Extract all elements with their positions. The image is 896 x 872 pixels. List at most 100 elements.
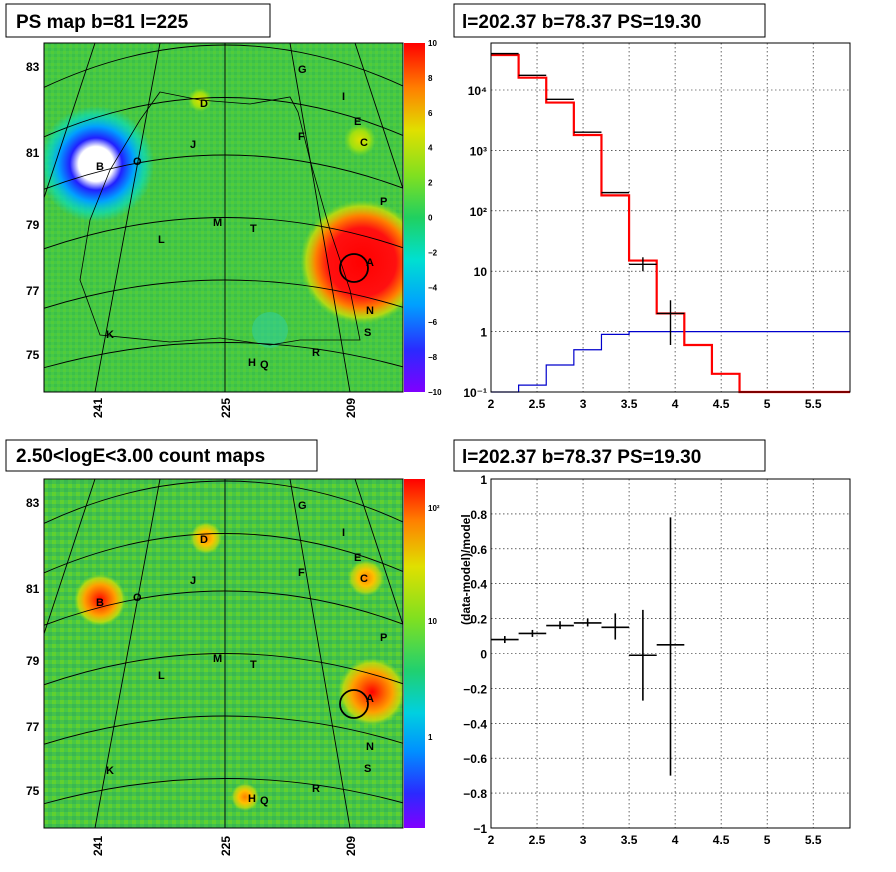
ps-source-label-b: B xyxy=(96,161,104,173)
spectrum-panel: l=202.37 b=78.37 PS=19.30 2 2.5 3 3.5 4 4.5 5 5… xyxy=(453,3,851,411)
ps-map-cool-spot xyxy=(252,312,288,348)
residual-y-tick-label: −0.6 xyxy=(463,752,487,766)
residual-x-tick-label: 5.5 xyxy=(805,833,822,847)
count-map-source-labels: A B C D E F G H I J K L M N O P Q R S T xyxy=(96,500,387,807)
ps-source-label-t: T xyxy=(250,223,257,235)
lat-tick-77: 77 xyxy=(26,284,40,298)
ps-map-title: PS map b=81 l=225 xyxy=(16,12,189,33)
count-source-label-e: E xyxy=(354,552,361,564)
spectrum-y-tick-label: 10³ xyxy=(470,144,487,158)
residual-y-axis-label: (data-model)/model xyxy=(459,514,473,625)
ps-source-label-k: K xyxy=(106,329,114,341)
residual-panel: l=202.37 b=78.37 PS=19.30 2 2.5 3 3.5 4 4.5 5 5… xyxy=(453,439,851,847)
lon-tick-241: 241 xyxy=(91,836,105,856)
ps-source-label-p: P xyxy=(380,196,387,208)
spectrum-frame xyxy=(490,42,851,393)
count-map-source-c-glow xyxy=(348,560,384,596)
count-source-label-l: L xyxy=(158,670,165,682)
residual-x-tick-label: 3 xyxy=(580,833,587,847)
count-source-label-t: T xyxy=(250,659,257,671)
count-map-source-h-glow xyxy=(231,783,259,811)
lon-tick-225: 225 xyxy=(219,836,233,856)
residual-frame xyxy=(490,478,851,829)
spectrum-y-tick-label: 10² xyxy=(470,205,487,219)
spectrum-x-ticks: 2 2.5 3 3.5 4 4.5 5 5.5 xyxy=(488,397,822,411)
count-colorbar-label-1: 1 xyxy=(428,733,433,742)
residual-x-tick-label: 2.5 xyxy=(529,833,546,847)
count-map-panel: A B C D E F G H I J K L M N O P Q R S T 83 81 79 77 75 241 … xyxy=(5,439,440,856)
count-source-label-k: K xyxy=(106,765,114,777)
count-source-label-b: B xyxy=(96,597,104,609)
residual-y-tick-label: −1 xyxy=(473,822,487,836)
residual-y-tick-label: −0.4 xyxy=(463,717,487,731)
spectrum-x-tick-label: 3 xyxy=(580,397,587,411)
residual-y-ticks: −1 −0.8 −0.6 −0.4 −0.2 0 0.2 0.4 0.6 0.8 1 xyxy=(463,473,487,836)
ps-source-label-h: H xyxy=(248,357,256,369)
residual-title-box xyxy=(453,439,766,472)
ps-colorbar-label: 0 xyxy=(428,214,433,223)
ps-source-label-l: L xyxy=(158,234,165,246)
lon-tick-209: 209 xyxy=(344,398,358,418)
ps-source-label-i: I xyxy=(342,91,345,103)
ps-map-title-box xyxy=(5,3,271,38)
ps-map-coordinate-grid xyxy=(44,43,403,392)
ps-colorbar-label: −4 xyxy=(428,283,438,292)
count-map-source-a-glow xyxy=(338,658,403,726)
ps-map-warm-spot xyxy=(344,124,376,156)
ps-colorbar-label: 4 xyxy=(428,144,433,153)
ps-map-lat-ticks: 83 81 79 77 75 xyxy=(26,60,40,362)
residual-x-tick-label: 3.5 xyxy=(621,833,638,847)
ps-colorbar-label: −10 xyxy=(428,388,442,397)
spectrum-y-ticks: 10⁻¹ 1 10 10² 10³ 10⁴ xyxy=(463,84,487,400)
count-source-label-j: J xyxy=(190,575,196,587)
count-map-source-d-glow xyxy=(190,522,222,554)
count-map-coordinate-grid xyxy=(44,479,403,828)
residual-y-tick-label: 0.8 xyxy=(470,508,487,522)
count-source-label-i: I xyxy=(342,527,345,539)
count-source-label-s: S xyxy=(364,763,371,775)
count-source-label-r: R xyxy=(312,783,320,795)
ps-map-deficit-blob xyxy=(44,106,154,222)
count-source-label-g: G xyxy=(298,500,307,512)
residual-y-tick-label: 0.2 xyxy=(470,613,487,627)
residual-y-tick-label: 0 xyxy=(480,648,487,662)
ps-source-label-g: G xyxy=(298,64,307,76)
residual-title: l=202.37 b=78.37 PS=19.30 xyxy=(462,447,701,468)
ps-source-label-o: O xyxy=(133,156,142,168)
count-source-label-q: Q xyxy=(260,795,269,807)
background-model-step xyxy=(491,331,850,393)
lat-tick-75: 75 xyxy=(26,348,40,362)
residual-y-tick-label: −0.8 xyxy=(463,787,487,801)
spectrum-x-tick-label: 2 xyxy=(488,397,495,411)
ps-source-label-d: D xyxy=(200,98,208,110)
lon-tick-225: 225 xyxy=(219,398,233,418)
count-map-lat-ticks: 83 81 79 77 75 xyxy=(26,496,40,798)
spectrum-x-tick-label: 2.5 xyxy=(529,397,546,411)
count-map-colorbar xyxy=(404,479,425,828)
count-source-label-c: C xyxy=(360,573,368,585)
ps-colorbar-label: 10 xyxy=(428,39,437,48)
ps-colorbar-label: −8 xyxy=(428,353,438,362)
ps-source-label-c: C xyxy=(360,137,368,149)
lon-tick-209: 209 xyxy=(344,836,358,856)
count-map-title-box xyxy=(5,439,318,472)
count-source-label-m: M xyxy=(213,653,222,665)
ps-map-colorbar-labels: 10 8 6 4 2 0 −2 −4 −6 −8 −10 xyxy=(428,39,442,397)
count-source-label-d: D xyxy=(200,534,208,546)
count-source-label-n: N xyxy=(366,741,374,753)
ps-colorbar-label: 8 xyxy=(428,74,433,83)
spectrum-y-tick-label: 10 xyxy=(474,265,488,279)
count-source-label-o: O xyxy=(133,592,142,604)
ps-map-hotspot-a xyxy=(300,200,403,324)
spectrum-x-tick-label: 4 xyxy=(672,397,679,411)
count-colorbar-label-100: 10² xyxy=(428,504,440,513)
count-source-label-a: A xyxy=(366,693,374,705)
ps-source-label-j: J xyxy=(190,139,196,151)
residual-x-tick-label: 5 xyxy=(764,833,771,847)
spectrum-x-tick-label: 5.5 xyxy=(805,397,822,411)
lat-tick-83: 83 xyxy=(26,496,40,510)
residual-x-tick-label: 4 xyxy=(672,833,679,847)
spectrum-y-tick-label: 10⁴ xyxy=(468,84,487,98)
residual-y-tick-label: 1 xyxy=(480,473,487,487)
ps-source-label-s: S xyxy=(364,327,371,339)
